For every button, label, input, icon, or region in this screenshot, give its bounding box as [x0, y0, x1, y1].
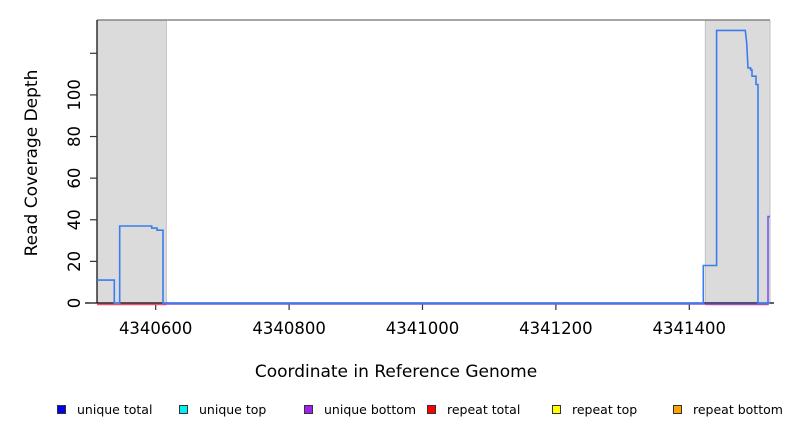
legend-label: unique top [199, 401, 267, 417]
y-tick-label: 40 [65, 209, 84, 230]
legend-swatch-repeat-total [427, 404, 436, 414]
legend-item-repeat-total: repeat total [427, 399, 520, 419]
legend-label: unique bottom [324, 401, 417, 417]
legend-swatch-unique-bottom [304, 404, 313, 414]
repeat-region-left [96, 20, 167, 304]
legend-swatch-unique-total [57, 404, 66, 414]
x-tick-label: 4340800 [252, 319, 326, 338]
x-tick-label: 4341400 [653, 319, 727, 338]
x-tick-label: 4340600 [119, 319, 193, 338]
x-tick-label: 4341200 [519, 319, 593, 338]
legend: unique total unique top unique bottom repea… [0, 399, 792, 421]
series-unique-total [97, 29, 770, 304]
legend-label: repeat total [447, 401, 521, 417]
x-tick-label: 4341000 [386, 319, 460, 338]
legend-label: repeat bottom [693, 401, 783, 417]
y-tick-label: 80 [65, 126, 84, 147]
legend-item-unique-top: unique top [179, 399, 266, 419]
legend-item-unique-total: unique total [57, 399, 152, 419]
legend-item-repeat-bottom: repeat bottom [673, 399, 783, 419]
x-axis-title: Coordinate in Reference Genome [254, 362, 538, 382]
y-tick-label: 60 [65, 168, 84, 189]
legend-label: unique total [77, 401, 153, 417]
legend-swatch-repeat-top [552, 404, 561, 414]
repeat-region-right [704, 20, 771, 304]
legend-swatch-unique-top [179, 404, 188, 414]
legend-item-repeat-top: repeat top [552, 399, 637, 419]
y-tick-label: 20 [65, 251, 84, 272]
legend-label: repeat top [572, 401, 638, 417]
legend-swatch-repeat-bottom [673, 404, 682, 414]
series-unique-bottom [163, 215, 770, 305]
legend-item-unique-bottom: unique bottom [304, 399, 416, 419]
y-tick-label: 100 [65, 79, 84, 111]
y-axis-title: Read Coverage Depth [22, 69, 42, 257]
y-tick-label: 0 [65, 298, 84, 309]
